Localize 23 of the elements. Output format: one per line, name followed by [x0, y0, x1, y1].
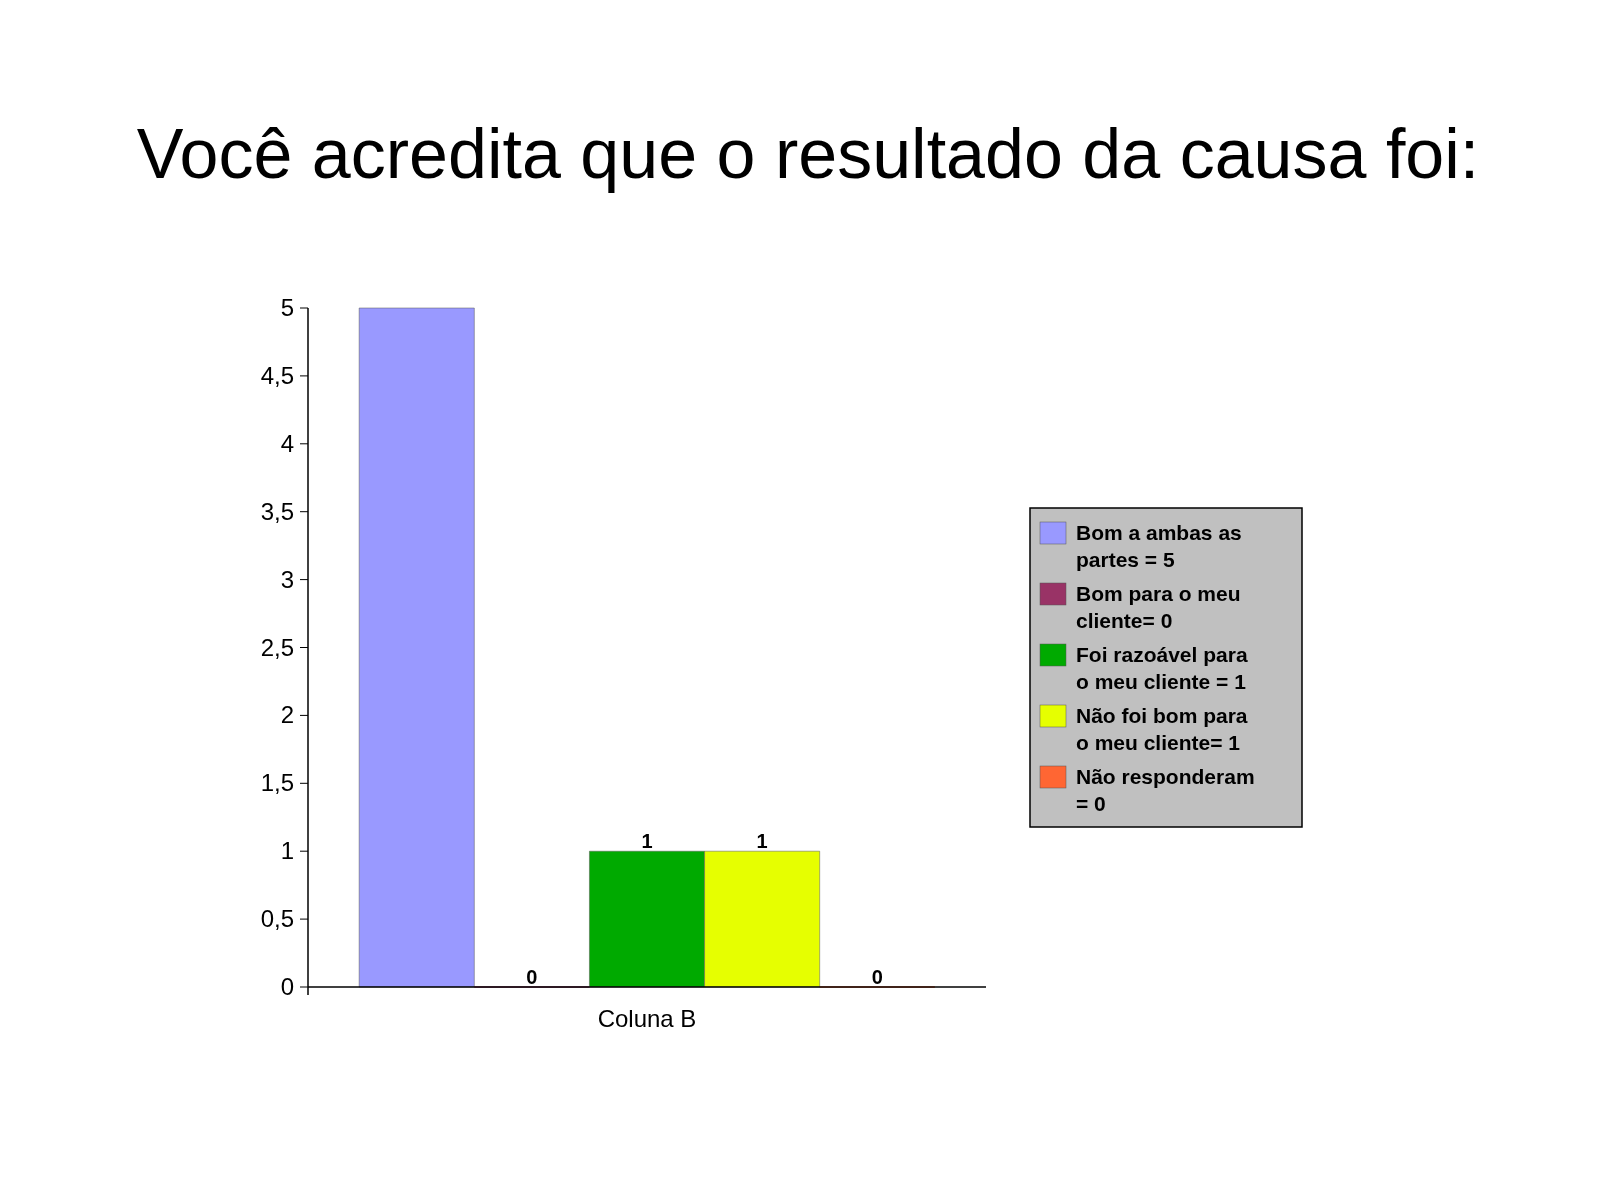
x-tick-label: Coluna B [597, 1005, 697, 1032]
chart-title: Você acredita que o resultado da causa foi: [136, 115, 1480, 193]
y-tick-label: 3 [280, 565, 294, 593]
y-tick-label: 3,5 [260, 497, 294, 525]
y-tick-label: 1,5 [260, 769, 294, 797]
bar [358, 307, 475, 988]
y-tick-label: 1 [280, 837, 294, 865]
legend-label: Bom a ambas as partes = 5 [1076, 521, 1242, 571]
data-label: 1 [641, 830, 653, 853]
legend-label: Foi razoável para o meu cliente = 1 [1076, 643, 1248, 693]
y-tick-label: 2 [280, 701, 294, 729]
y-tick-label: 4 [280, 429, 294, 457]
y-tick-label: 4,5 [260, 361, 294, 389]
y-tick-label: 0,5 [260, 905, 294, 933]
legend-label: Não responderam = 0 [1076, 765, 1255, 815]
data-label: 0 [871, 966, 883, 988]
y-tick-label: 5 [280, 294, 294, 321]
legend-label: Bom para o meu cliente= 0 [1076, 582, 1241, 632]
data-label: 1 [756, 830, 768, 853]
data-label: 0 [526, 966, 538, 988]
legend-label: Não foi bom para o meu cliente= 1 [1076, 704, 1248, 754]
y-tick-label: 2,5 [260, 633, 294, 661]
y-tick-label: 0 [280, 973, 294, 1000]
